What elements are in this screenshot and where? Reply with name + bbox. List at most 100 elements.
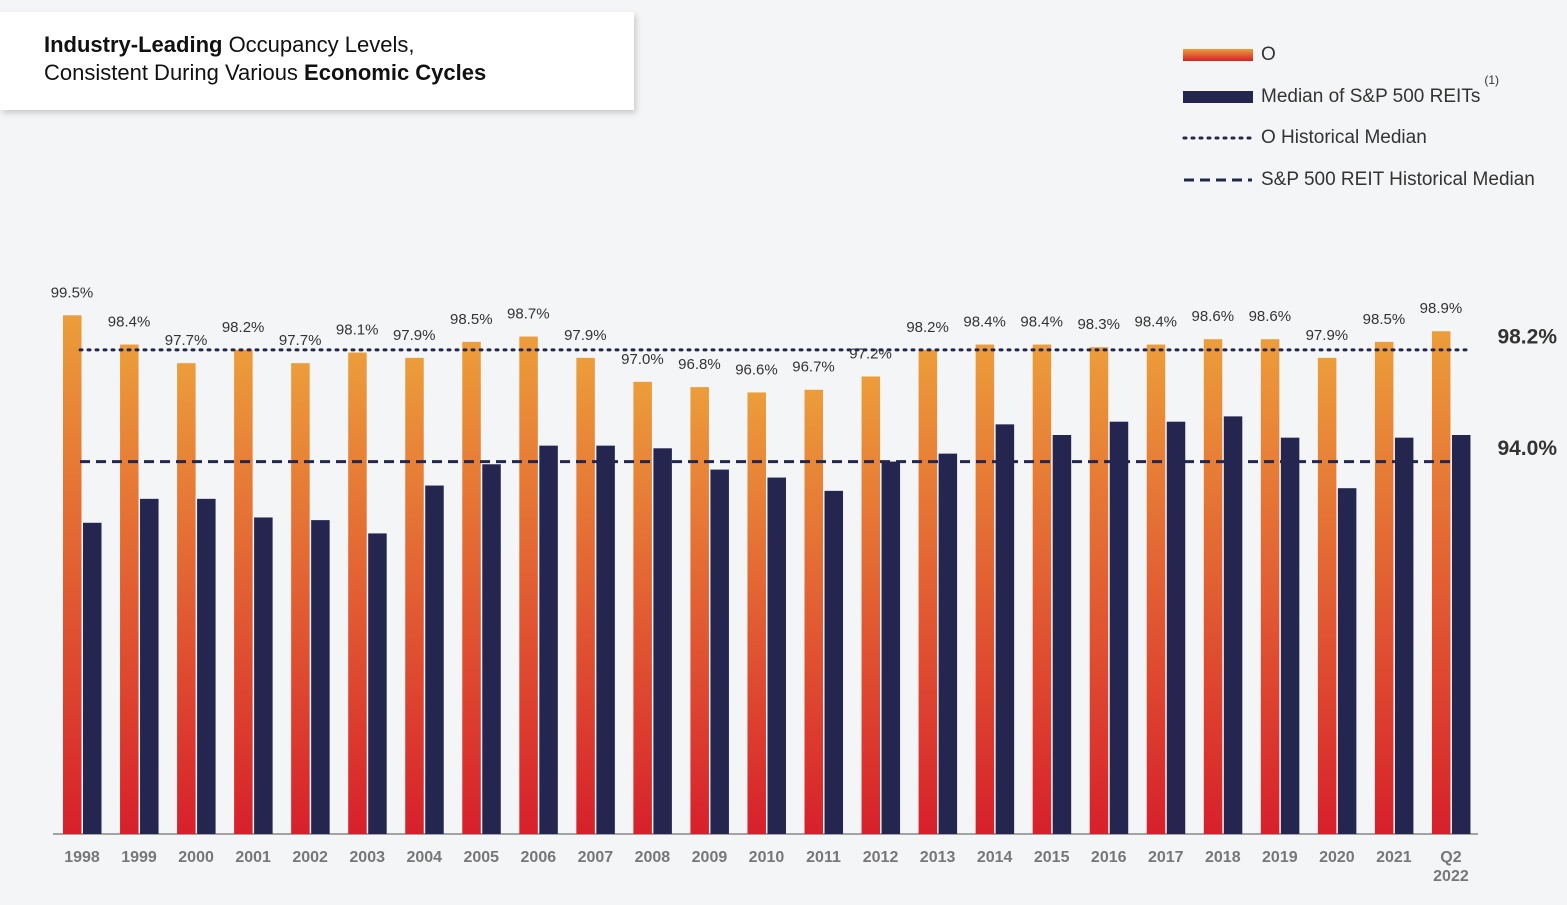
title-box xyxy=(0,12,634,110)
x-tick-label: 2013 xyxy=(919,849,956,866)
x-tick-label: 2018 xyxy=(1205,849,1241,866)
value-label: 98.6% xyxy=(1249,308,1292,325)
legend-swatch xyxy=(1183,49,1253,61)
bar xyxy=(1223,416,1243,834)
x-tick-label: 2002 xyxy=(292,849,328,866)
value-label: 98.2% xyxy=(906,319,949,336)
x-tick-label: 1998 xyxy=(64,849,100,866)
legend-swatch xyxy=(1183,91,1253,103)
bar xyxy=(690,387,709,834)
value-label: 96.8% xyxy=(678,356,721,373)
value-label: 98.7% xyxy=(507,306,550,323)
value-label: 97.2% xyxy=(849,345,892,362)
value-label: 98.4% xyxy=(963,314,1006,331)
bar xyxy=(234,349,253,834)
x-tick-label: 2021 xyxy=(1376,849,1412,866)
x-tick-label: 2011 xyxy=(806,849,841,866)
x-tick-label: 2004 xyxy=(406,849,443,866)
value-label: 97.9% xyxy=(1306,327,1349,344)
x-tick-label: 2001 xyxy=(235,849,271,866)
title-segment: Occupancy Levels, xyxy=(222,32,415,57)
bar xyxy=(311,520,330,834)
x-tick-label: 2007 xyxy=(577,849,614,866)
x-tick-label: 2006 xyxy=(520,849,557,866)
bar xyxy=(710,469,729,834)
title-segment: Industry-Leading xyxy=(44,32,223,57)
bar xyxy=(539,445,558,834)
x-tick-label: 2015 xyxy=(1033,849,1070,866)
bar xyxy=(368,533,387,834)
bar xyxy=(804,389,824,834)
x-tick-label: 2017 xyxy=(1147,849,1184,866)
bar xyxy=(462,341,481,834)
legend-name: Median of S&P 500 REITs xyxy=(1261,86,1480,107)
x-tick-label: 2014 xyxy=(976,849,1013,866)
x-tick-label: 2005 xyxy=(463,849,500,866)
bar xyxy=(1032,344,1052,834)
reference-label: 98.2% xyxy=(1497,325,1557,348)
value-label: 98.3% xyxy=(1077,316,1120,333)
x-tick-label: Q2 2022 xyxy=(1433,849,1469,885)
value-label: 97.0% xyxy=(621,351,664,368)
x-tick-label: 2019 xyxy=(1262,849,1298,866)
reference-label: 94.0% xyxy=(1497,437,1557,460)
bar xyxy=(576,357,595,834)
bar xyxy=(405,357,424,834)
chart-title-line: Consistent During Various Economic Cycle… xyxy=(44,60,486,86)
bar xyxy=(140,498,159,834)
bar xyxy=(824,490,844,834)
bar xyxy=(197,498,216,834)
bar xyxy=(918,349,938,834)
legend-footnote: (1) xyxy=(1484,73,1499,87)
bar xyxy=(1052,435,1072,834)
x-tick-label: 2012 xyxy=(862,849,899,866)
bar xyxy=(1317,357,1337,834)
title-segment: Consistent During Various xyxy=(44,60,305,85)
chart-title-line: Industry-Leading Occupancy Levels, xyxy=(44,32,414,58)
bar xyxy=(747,392,766,834)
bar xyxy=(596,445,615,834)
bar xyxy=(1166,421,1186,834)
bar xyxy=(1431,331,1451,834)
bar xyxy=(1280,437,1300,834)
value-label: 97.7% xyxy=(279,332,322,349)
bar xyxy=(177,363,196,834)
bar xyxy=(995,424,1015,834)
value-label: 99.5% xyxy=(51,284,94,301)
bar xyxy=(482,464,501,834)
value-label: 98.2% xyxy=(222,319,265,336)
bar xyxy=(653,448,672,834)
legend-label: O Historical Median xyxy=(1261,127,1427,148)
bar xyxy=(767,477,786,834)
bar xyxy=(63,315,82,834)
bar xyxy=(975,344,995,834)
title-segment: Economic Cycles xyxy=(304,60,487,85)
value-label: 98.6% xyxy=(1192,308,1235,325)
legend-label: S&P 500 REIT Historical Median xyxy=(1261,169,1535,190)
x-tick-label: 2000 xyxy=(178,849,214,866)
value-label: 97.9% xyxy=(564,327,607,344)
value-label: 96.6% xyxy=(735,361,778,378)
bar xyxy=(881,461,901,834)
bar xyxy=(519,336,538,834)
bar xyxy=(1203,339,1223,834)
bar xyxy=(861,376,881,834)
bar xyxy=(120,344,139,834)
legend-label: Median of S&P 500 REITs (1) xyxy=(1261,73,1499,107)
x-tick-label: 1999 xyxy=(121,849,157,866)
bar xyxy=(1451,435,1471,834)
bar xyxy=(1109,421,1129,834)
x-tick-label: 2003 xyxy=(349,849,385,866)
value-label: 96.7% xyxy=(792,359,835,376)
bar xyxy=(1089,347,1109,834)
legend-label: O xyxy=(1261,44,1276,65)
value-label: 97.9% xyxy=(393,327,436,344)
bar xyxy=(291,363,310,834)
x-tick-label: 2008 xyxy=(634,849,671,866)
bar xyxy=(83,522,102,834)
value-label: 98.4% xyxy=(1020,314,1063,331)
bar xyxy=(938,453,958,834)
bar xyxy=(1146,344,1166,834)
